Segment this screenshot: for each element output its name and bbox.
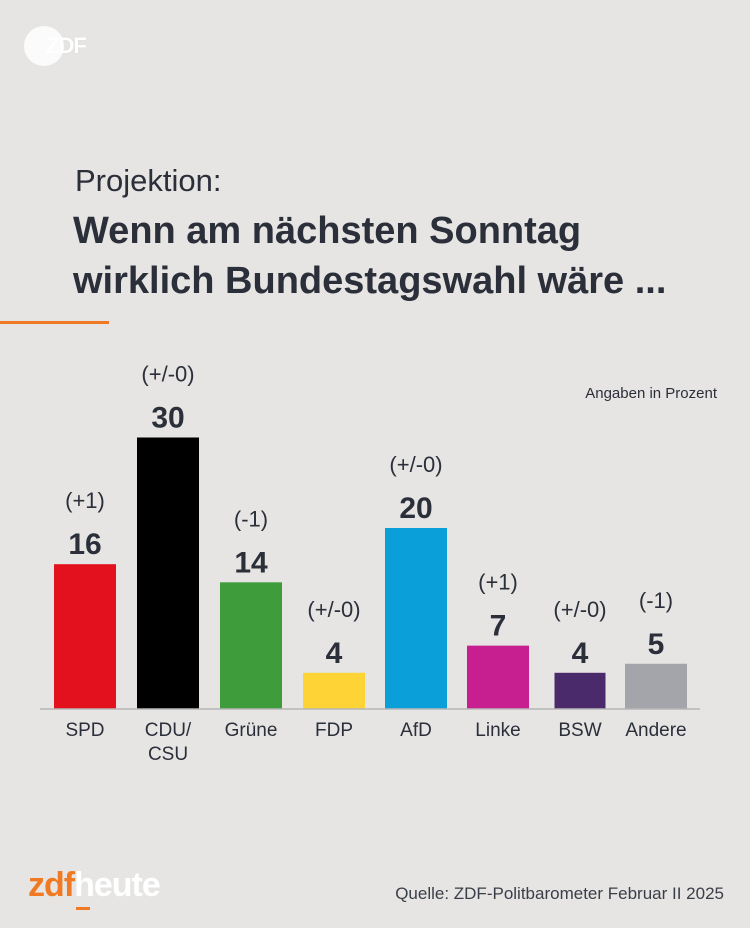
chart-title: Wenn am nächsten Sonntag wirklich Bundes… (73, 210, 667, 302)
bar (554, 672, 606, 709)
change-label: (+/-0) (389, 452, 442, 477)
source-note: Quelle: ZDF-Politbarometer Februar II 20… (395, 884, 724, 903)
tick-label: CSU (148, 744, 188, 765)
data-label: 14 (234, 546, 268, 579)
data-label: 4 (326, 637, 343, 670)
data-label: 16 (68, 528, 101, 561)
change-label: (-1) (234, 506, 268, 531)
tick-label: Grüne (225, 720, 278, 741)
bar (54, 564, 116, 709)
zdf-logo-circle (24, 26, 64, 66)
bar (385, 528, 447, 709)
unit-note: Angaben in Prozent (585, 385, 717, 402)
data-label: 4 (572, 637, 589, 670)
bar (303, 672, 365, 709)
change-label: (+1) (65, 488, 105, 513)
zdf-logo-top: ZDF (24, 26, 87, 66)
change-label: (-1) (639, 588, 673, 613)
bar (625, 663, 687, 709)
tick-label: SPD (65, 720, 104, 741)
data-label: 7 (490, 610, 507, 643)
zdfheute-logo-heute: heute (74, 866, 161, 904)
zdfheute-logo: zdfheute (28, 866, 161, 905)
tick-label: BSW (558, 720, 601, 741)
change-label: (+1) (478, 570, 518, 595)
tick-label: AfD (400, 720, 432, 741)
chart-subtitle: Projektion: (75, 163, 222, 198)
change-label: (+/-0) (553, 597, 606, 622)
bar (137, 437, 199, 709)
bar (467, 645, 529, 709)
tick-label: FDP (315, 720, 353, 741)
accent-divider (0, 321, 109, 324)
tick-label: Andere (625, 720, 686, 741)
change-label: (+/-0) (307, 597, 360, 622)
data-label: 30 (151, 402, 184, 435)
tick-label: CDU/ (145, 720, 192, 741)
change-label: (+/-0) (141, 362, 194, 387)
data-label: 20 (399, 492, 432, 525)
data-label: 5 (648, 628, 665, 661)
tick-label: Linke (475, 720, 520, 741)
bar (220, 582, 282, 709)
zdfheute-logo-zdf: zdf (28, 866, 75, 904)
